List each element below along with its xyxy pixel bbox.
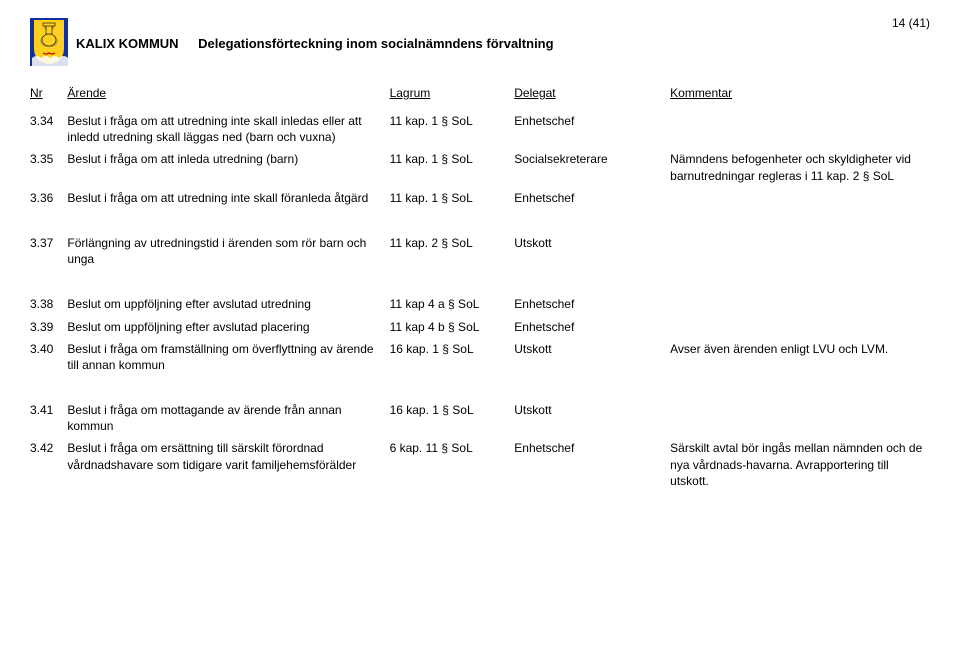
crest-icon [30, 18, 68, 66]
cell-delegat: Utskott [514, 209, 670, 270]
cell-kommentar [670, 376, 930, 437]
table-row: 3.40Beslut i fråga om framställning om ö… [30, 338, 930, 376]
cell-lagrum: 11 kap 4 b § SoL [390, 316, 515, 338]
org-name: KALIX KOMMUN [76, 36, 179, 51]
table-row: 3.36Beslut i fråga om att utredning inte… [30, 187, 930, 209]
cell-nr: 3.41 [30, 376, 67, 437]
cell-arende: Förlängning av utredningstid i ärenden s… [67, 209, 389, 270]
table-row: 3.42Beslut i fråga om ersättning till sä… [30, 437, 930, 492]
cell-lagrum: 6 kap. 11 § SoL [390, 437, 515, 492]
cell-delegat: Socialsekreterare [514, 148, 670, 186]
cell-arende: Beslut i fråga om att inleda utredning (… [67, 148, 389, 186]
cell-delegat: Enhetschef [514, 187, 670, 209]
page-container: 14 (41) KALIX KOMMUN Delegationsförteckn… [0, 0, 960, 646]
cell-nr: 3.36 [30, 187, 67, 209]
cell-nr: 3.34 [30, 110, 67, 148]
cell-kommentar: Särskilt avtal bör ingås mellan nämnden … [670, 437, 930, 492]
cell-delegat: Utskott [514, 338, 670, 376]
cell-delegat: Enhetschef [514, 316, 670, 338]
table-row: 3.34Beslut i fråga om att utredning inte… [30, 110, 930, 148]
cell-arende: Beslut i fråga om att utredning inte ska… [67, 187, 389, 209]
table-row: 3.39Beslut om uppföljning efter avslutad… [30, 316, 930, 338]
cell-delegat: Enhetschef [514, 110, 670, 148]
cell-arende: Beslut i fråga om ersättning till särski… [67, 437, 389, 492]
header-title-line: KALIX KOMMUN Delegationsförteckning inom… [76, 18, 930, 51]
table-row: 3.35Beslut i fråga om att inleda utredni… [30, 148, 930, 186]
table-row: 3.37Förlängning av utredningstid i ärend… [30, 209, 930, 270]
cell-lagrum: 11 kap. 2 § SoL [390, 209, 515, 270]
table-row: 3.38Beslut om uppföljning efter avslutad… [30, 270, 930, 315]
cell-arende: Beslut i fråga om framställning om överf… [67, 338, 389, 376]
cell-nr: 3.40 [30, 338, 67, 376]
cell-nr: 3.42 [30, 437, 67, 492]
cell-lagrum: 11 kap. 1 § SoL [390, 148, 515, 186]
table-header-row: Nr Ärende Lagrum Delegat Kommentar [30, 82, 930, 110]
cell-kommentar: Nämndens befogenheter och skyldigheter v… [670, 148, 930, 186]
cell-lagrum: 11 kap. 1 § SoL [390, 187, 515, 209]
cell-arende: Beslut i fråga om mottagande av ärende f… [67, 376, 389, 437]
cell-delegat: Enhetschef [514, 270, 670, 315]
cell-nr: 3.38 [30, 270, 67, 315]
cell-kommentar [670, 270, 930, 315]
col-kommentar: Kommentar [670, 82, 930, 110]
cell-nr: 3.35 [30, 148, 67, 186]
cell-lagrum: 16 kap. 1 § SoL [390, 338, 515, 376]
col-lagrum: Lagrum [390, 82, 515, 110]
cell-nr: 3.39 [30, 316, 67, 338]
cell-kommentar [670, 187, 930, 209]
cell-lagrum: 16 kap. 1 § SoL [390, 376, 515, 437]
delegation-table: Nr Ärende Lagrum Delegat Kommentar 3.34B… [30, 82, 930, 492]
cell-arende: Beslut i fråga om att utredning inte ska… [67, 110, 389, 148]
cell-kommentar: Avser även ärenden enligt LVU och LVM. [670, 338, 930, 376]
col-nr: Nr [30, 82, 67, 110]
cell-delegat: Utskott [514, 376, 670, 437]
page-number: 14 (41) [892, 16, 930, 30]
cell-lagrum: 11 kap. 1 § SoL [390, 110, 515, 148]
cell-kommentar [670, 110, 930, 148]
cell-delegat: Enhetschef [514, 437, 670, 492]
cell-nr: 3.37 [30, 209, 67, 270]
col-arende: Ärende [67, 82, 389, 110]
table-row: 3.41Beslut i fråga om mottagande av ären… [30, 376, 930, 437]
cell-kommentar [670, 316, 930, 338]
document-title: Delegationsförteckning inom socialnämnde… [198, 36, 553, 51]
col-delegat: Delegat [514, 82, 670, 110]
cell-lagrum: 11 kap 4 a § SoL [390, 270, 515, 315]
cell-kommentar [670, 209, 930, 270]
cell-arende: Beslut om uppföljning efter avslutad pla… [67, 316, 389, 338]
cell-arende: Beslut om uppföljning efter avslutad utr… [67, 270, 389, 315]
document-header: KALIX KOMMUN Delegationsförteckning inom… [30, 18, 930, 66]
